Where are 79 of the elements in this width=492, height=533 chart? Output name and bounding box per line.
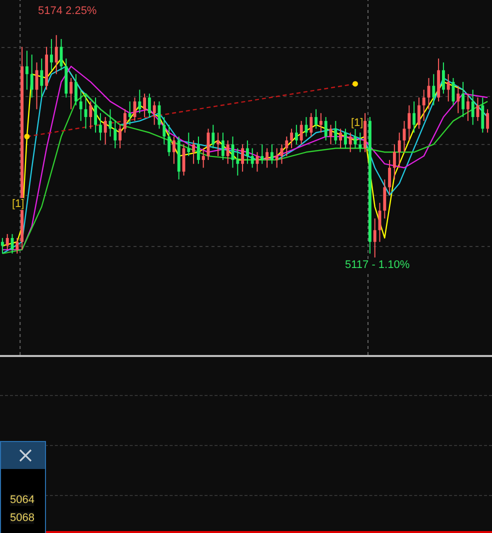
candlestick — [16, 237, 19, 254]
candlestick — [114, 120, 117, 149]
candlestick — [172, 136, 176, 164]
candlestick — [246, 140, 249, 164]
candlestick — [143, 93, 146, 118]
candlestick — [462, 81, 465, 118]
candlestick — [50, 38, 53, 71]
candlestick — [481, 97, 484, 134]
candlestick — [94, 97, 98, 134]
candlestick — [162, 116, 166, 145]
candlestick — [187, 132, 190, 157]
candlestick — [456, 85, 460, 114]
candlestick — [202, 148, 205, 168]
candlestick — [250, 148, 254, 168]
candlestick — [275, 148, 278, 168]
candlestick — [334, 120, 338, 145]
candlestick — [486, 108, 490, 134]
candlestick — [294, 124, 298, 145]
candlestick — [148, 93, 151, 118]
candlestick — [383, 178, 386, 219]
candlestick — [442, 62, 445, 94]
annotation: [1] — [12, 198, 24, 210]
candlestick — [388, 159, 392, 196]
candlestick — [123, 108, 126, 134]
candlestick — [30, 54, 34, 98]
candlestick — [358, 132, 362, 153]
candlestick — [417, 97, 420, 130]
candlestick — [471, 89, 474, 126]
text: 5068 — [10, 512, 34, 524]
candlestick — [70, 78, 73, 110]
candlestick — [310, 112, 313, 138]
annotation: [1] — [351, 117, 364, 129]
annotation: 5117 - 1.10% — [345, 259, 410, 271]
candlestick — [241, 144, 244, 172]
candlestick — [319, 112, 322, 134]
candlestick — [408, 104, 411, 141]
candlestick — [212, 124, 215, 149]
candlestick — [104, 116, 107, 145]
candlestick — [285, 136, 288, 157]
candlestick — [270, 144, 274, 164]
candlestick — [348, 132, 352, 153]
candlestick — [266, 148, 269, 168]
candlestick — [422, 89, 426, 122]
candlestick — [152, 100, 156, 126]
candlestick — [0, 237, 4, 254]
candlestick — [344, 128, 347, 149]
candlestick — [118, 124, 122, 149]
candlestick — [236, 148, 240, 176]
candlestick — [89, 100, 92, 130]
candlestick — [432, 74, 436, 106]
candlestick — [216, 132, 220, 157]
annotation: 5174 2.25% — [38, 5, 97, 17]
candlestick — [412, 100, 416, 134]
candlestick — [339, 128, 342, 149]
candlestick — [392, 144, 396, 180]
candlestick — [54, 34, 58, 75]
candlestick — [324, 116, 328, 141]
candlestick — [398, 132, 401, 168]
candlestick — [373, 218, 376, 258]
candlestick — [300, 120, 303, 145]
candlestick — [290, 128, 294, 149]
candlestick — [196, 136, 200, 164]
candlestick — [25, 50, 28, 90]
candlestick — [138, 89, 142, 114]
candlestick — [446, 74, 450, 102]
candlestick — [168, 124, 171, 157]
text: 5064 — [10, 494, 34, 506]
candlestick — [128, 100, 132, 126]
candlestick — [192, 140, 196, 164]
candlestick — [98, 112, 102, 141]
candlestick — [466, 93, 470, 122]
candlestick — [226, 140, 230, 164]
candlestick — [74, 74, 78, 106]
candlestick — [40, 58, 44, 98]
candlestick — [314, 108, 318, 130]
candlestick — [6, 234, 9, 250]
candlestick — [260, 144, 264, 164]
candlestick — [221, 132, 224, 160]
candlestick — [79, 89, 82, 122]
